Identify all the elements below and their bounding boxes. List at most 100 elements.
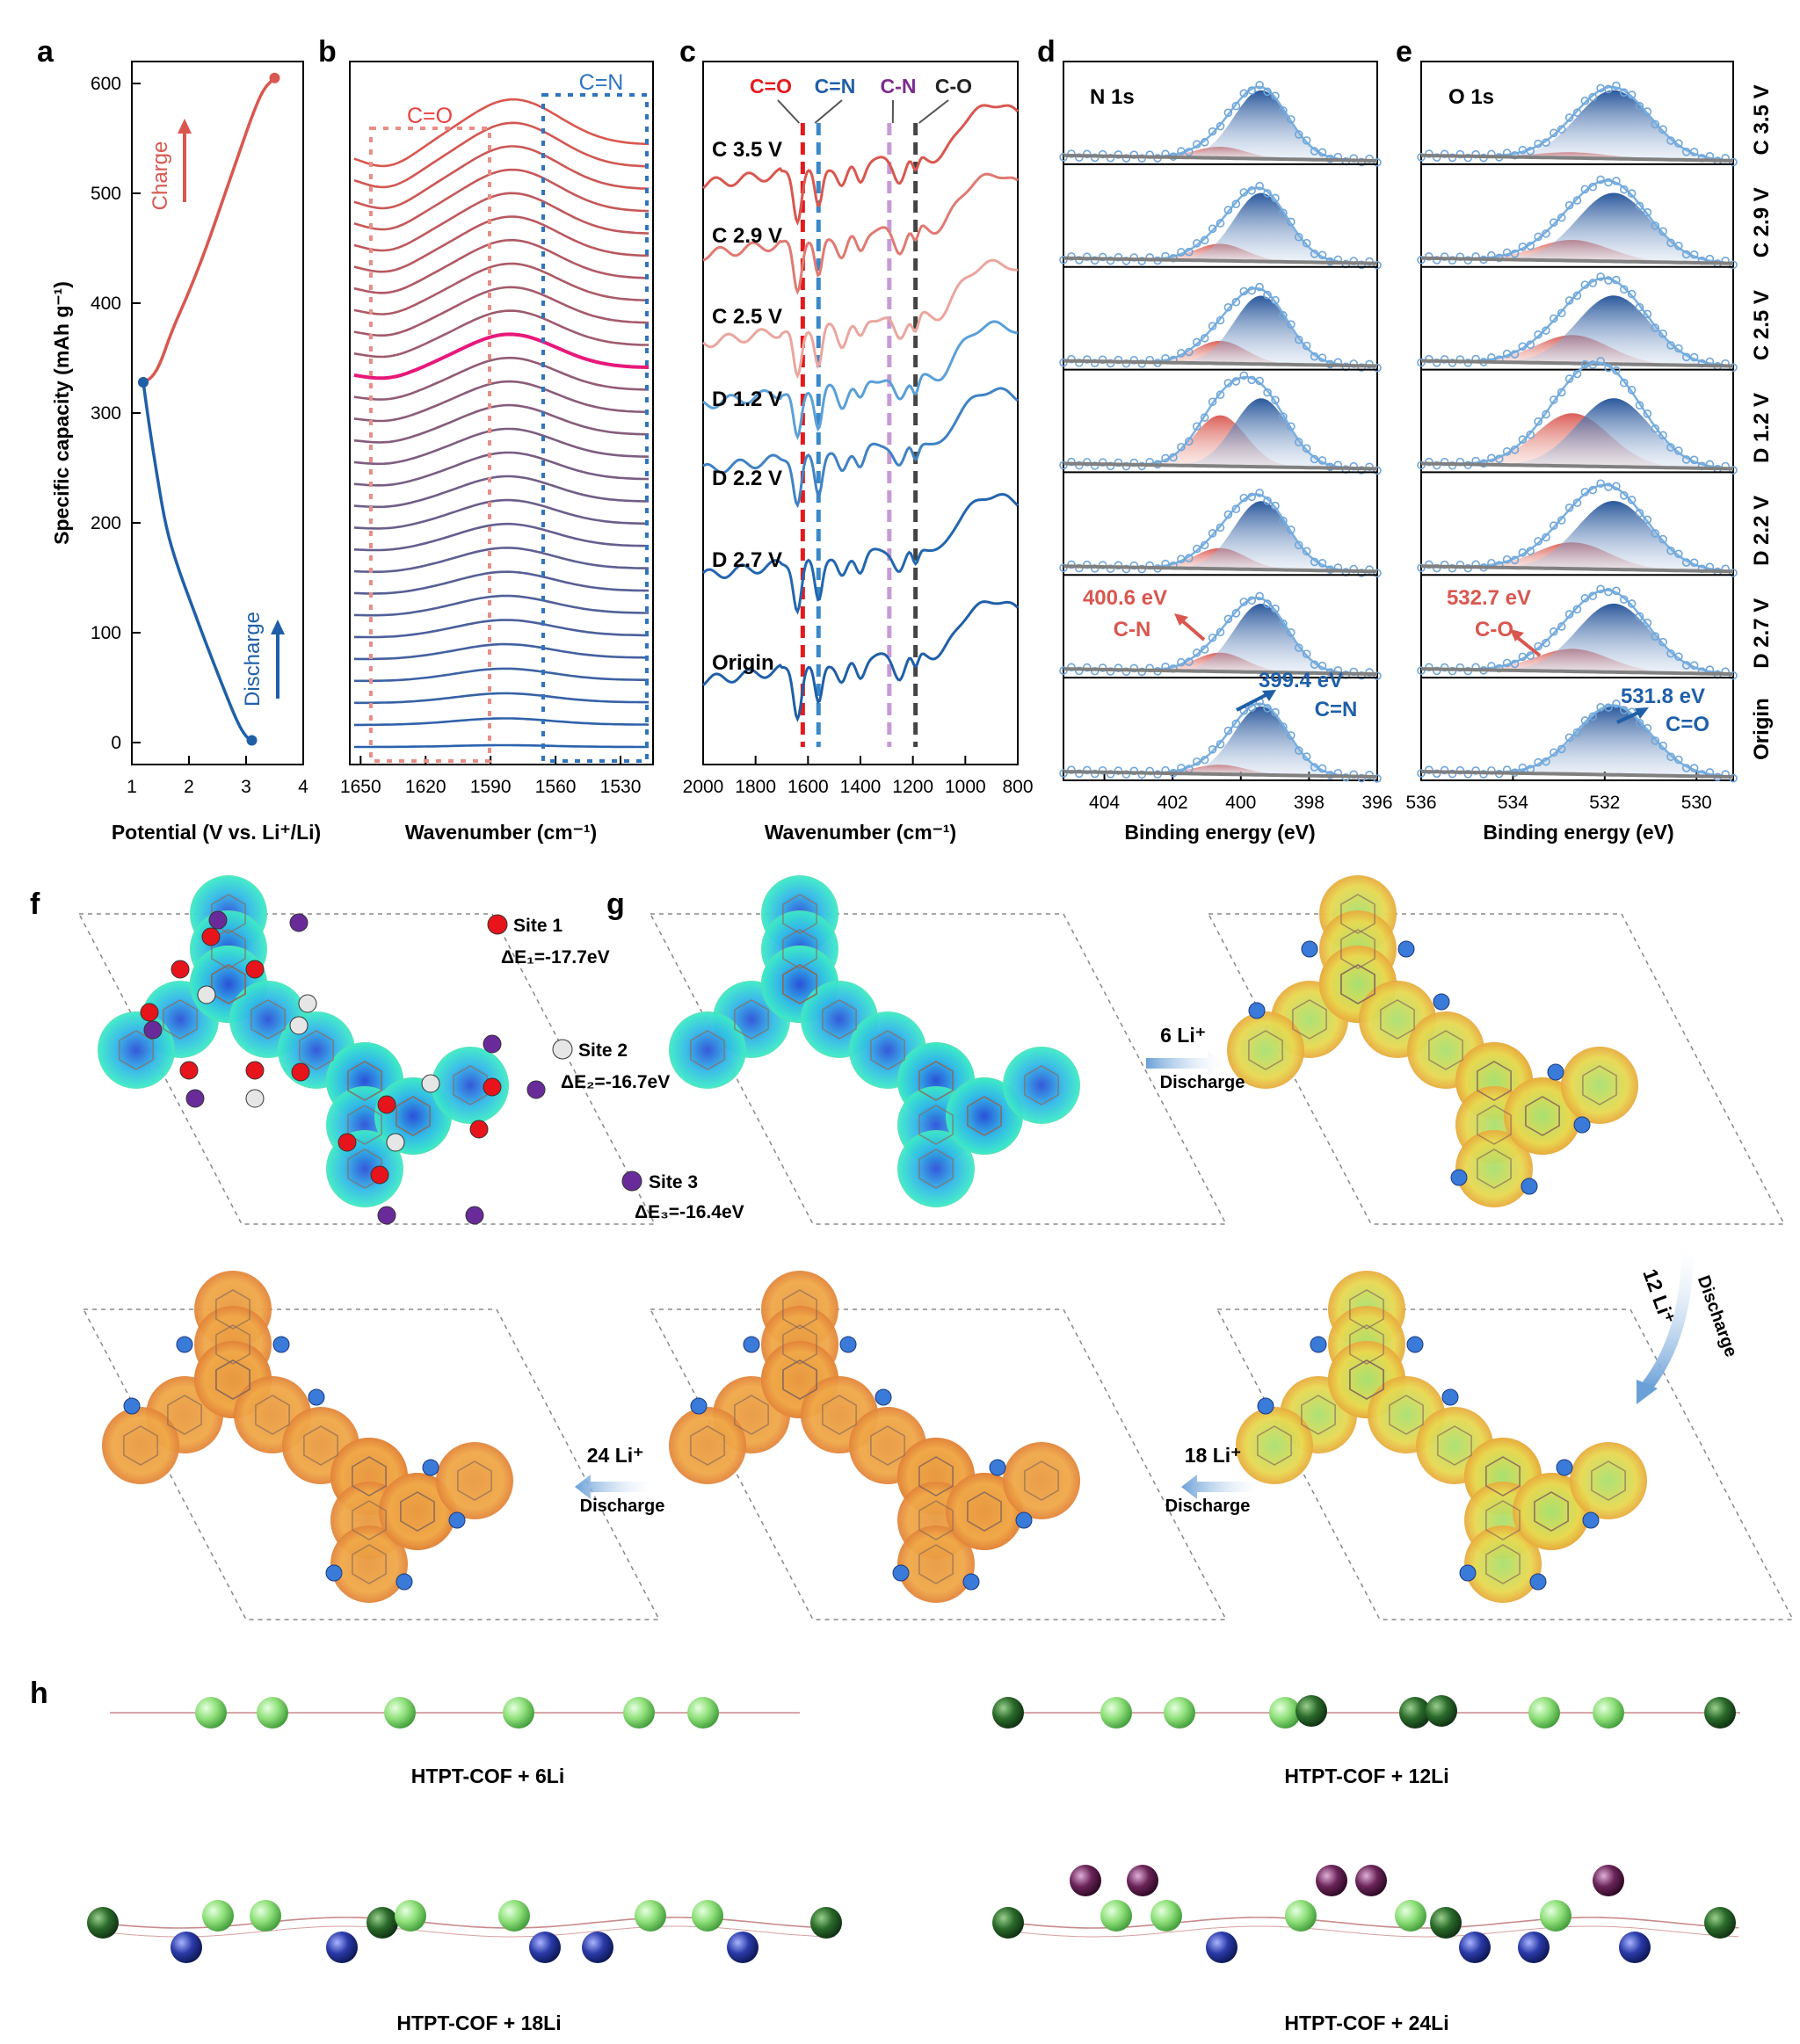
g-molecule-2-density-lobe [1570,1442,1647,1519]
e-data-point [1502,447,1512,456]
li-atom [384,1697,416,1729]
d-data-point [1302,444,1311,453]
d-data-point [1317,148,1327,157]
d-data-point [1310,147,1319,156]
g-molecule-1-ring [1477,1149,1512,1189]
e-data-point [1681,455,1691,464]
e-data-point [1619,88,1629,98]
g-molecule-4-ring [215,1324,250,1365]
li-atom [1296,1695,1327,1727]
g-molecule-1-li-atom [1547,1063,1564,1081]
d-data-point [1263,496,1272,505]
e-data-point [1658,431,1667,440]
li-atom [582,1932,613,1963]
panel-e-xlabel: Binding energy (eV) [1483,821,1673,844]
li-atom [367,1907,398,1939]
e-data-point [1627,289,1637,299]
e-data-point [1674,241,1683,250]
site3-marker [526,1080,546,1099]
e-baseline [1421,153,1734,163]
site2-marker [421,1074,440,1093]
e-data-point [1526,547,1535,555]
d-red-peak [1063,415,1377,469]
e-data-point [1557,516,1566,525]
panel-a: 1 2 3 4 0 100 200 300 400 500 600 Specific capacit… [50,61,321,844]
d-data-point [1302,341,1311,351]
li-atom [1164,1697,1195,1729]
discharge-arrowhead [271,620,285,634]
d-data-point [1192,757,1201,766]
d-data-point [1200,413,1209,422]
ir-curve [353,743,650,749]
f-molecule-body-ring [347,1105,382,1145]
e-data-point [1550,128,1558,138]
d-data-point [1239,89,1249,98]
e-data-point [1674,446,1683,455]
ftir-curve [702,600,1020,722]
d-blue-peak [1063,604,1377,675]
e-data-point [1564,200,1574,210]
e-blue-peak [1421,706,1733,777]
step4-li: 24 Li⁺ [587,1444,644,1467]
d-data-point [1279,619,1288,628]
g-molecule-4-li-atom [123,1397,141,1415]
d-data-point [1263,388,1272,397]
d-data-point [1310,250,1319,258]
e-data-point [1526,340,1535,349]
g-molecule-2-ring [1349,1324,1384,1365]
d-data-point [1373,569,1382,578]
d-data-point [1177,349,1186,358]
e-data-point [1596,83,1605,93]
f-molecule-body-ring [453,1065,488,1105]
d-peak-cn-label: C-N [1114,618,1151,641]
f-molecule-body-ring [211,964,246,1004]
step2-li: 12 Li⁺ [1638,1265,1680,1327]
a-xtick-label: 4 [298,777,308,797]
d-data-point [1239,493,1249,503]
e-side-label: C 2.9 V [1750,187,1774,257]
panel-b: 1650 1620 1590 1560 1530 C=O C=N Wavenumber … [340,61,654,844]
e-data-point [1635,508,1644,518]
d-data-point [1200,540,1209,550]
e-data-point [1596,479,1605,489]
d-data-point [1271,707,1280,717]
panel-d-xlabel: Binding energy (eV) [1124,821,1315,844]
e-data-point [1666,752,1675,762]
e-data-point [1518,652,1528,662]
step4-arrow [575,1475,652,1499]
g-molecule-2 [1236,1271,1647,1603]
g-molecule-1-density-lobe [1504,1077,1581,1155]
e-data-point [1635,718,1644,728]
marker-pointer [918,99,949,124]
g-molecule-2-ring [1437,1425,1472,1466]
d-data-point [1294,438,1303,446]
panel-d-frame [1063,61,1378,781]
e-data-point [1658,534,1667,544]
panel-b-xlabel: Wavenumber (cm⁻¹) [405,821,597,844]
e-data-point [1658,741,1667,750]
panel-letter-a: a [37,35,54,69]
li-atom [1426,1695,1457,1727]
g-molecule-4-li-atom [422,1459,439,1476]
d-peak-cn-energy: 400.6 eV [1083,586,1167,610]
site2-marker [298,994,317,1013]
g-molecule-3-ring [918,1456,954,1497]
d-data-point [1231,719,1241,728]
g-molecule-0-density-lobe [669,1011,746,1089]
e-data-point [1612,81,1621,91]
c-xtick-label: 1200 [892,777,933,797]
li-atom [1704,1697,1736,1729]
panel-d-title: N 1s [1090,85,1135,109]
panel-a-series [138,72,280,746]
e-data-point [1588,591,1598,601]
d-data-point [1310,660,1319,670]
d-data-point [1200,138,1209,147]
g-cell-outline [1207,913,1786,1225]
site1-marker [483,1077,502,1097]
g-molecule-0-density-lobe [1003,1047,1080,1124]
li-atom [1070,1865,1101,1896]
e-data-point [1564,113,1574,122]
ir-curve [353,145,650,210]
li-atom [1395,1900,1426,1932]
site2-marker [386,1133,405,1152]
